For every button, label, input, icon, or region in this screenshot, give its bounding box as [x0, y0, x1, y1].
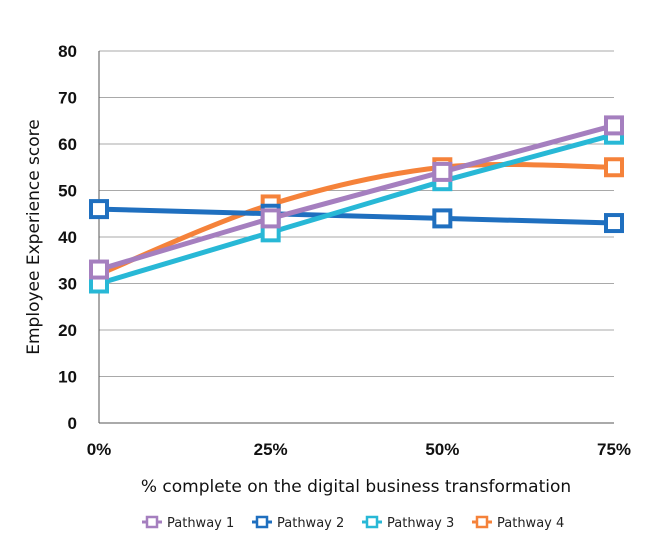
legend-item: Pathway 3 [362, 515, 454, 531]
x-tick-labels: 0% 25% 50% 75% [87, 440, 631, 459]
legend-label: Pathway 2 [277, 516, 344, 531]
series-lines [89, 115, 624, 294]
data-point-marker [89, 199, 109, 220]
legend-marker [255, 515, 269, 529]
legend-item: Pathway 2 [252, 515, 344, 531]
data-point-marker [604, 115, 624, 136]
legend-label: Pathway 3 [387, 516, 454, 531]
legend-marker [365, 515, 379, 529]
y-tick-label: 50 [58, 182, 77, 201]
legend-marker [475, 515, 489, 529]
y-tick-label: 30 [58, 275, 77, 294]
x-axis-title: % complete on the digital business trans… [141, 477, 571, 497]
y-tick-label: 0 [68, 414, 77, 433]
x-tick-label: 0% [87, 440, 112, 459]
series-1 [89, 115, 624, 280]
data-point-marker [604, 157, 624, 178]
legend-label: Pathway 4 [497, 516, 564, 531]
x-tick-label: 75% [597, 440, 631, 459]
series-line [96, 206, 617, 226]
data-point-marker [432, 161, 453, 182]
legend-item: Pathway 1 [142, 515, 234, 531]
legend-marker [145, 515, 159, 529]
y-tick-label: 40 [58, 228, 77, 247]
y-tick-label: 80 [58, 42, 77, 61]
y-axis-title: Employee Experience score [24, 119, 44, 355]
legend: Pathway 1 Pathway 2 Pathway 3 Pathway 4 [142, 515, 564, 531]
data-point-marker [89, 259, 109, 280]
x-tick-label: 25% [254, 440, 288, 459]
y-tick-label: 70 [58, 89, 77, 108]
series-line [96, 122, 617, 273]
y-tick-label: 20 [58, 321, 77, 340]
y-tick-labels: 0 10 20 30 40 50 60 70 80 [58, 42, 77, 433]
series-line [96, 132, 617, 286]
legend-item: Pathway 4 [472, 515, 564, 531]
axes [98, 51, 614, 424]
data-point-marker [604, 213, 624, 234]
y-tick-label: 60 [58, 135, 77, 154]
legend-label: Pathway 1 [167, 516, 234, 531]
data-point-marker [260, 208, 281, 229]
x-tick-label: 50% [425, 440, 459, 459]
series-line [96, 162, 617, 277]
y-tick-label: 10 [58, 368, 77, 387]
data-point-marker [432, 208, 453, 229]
